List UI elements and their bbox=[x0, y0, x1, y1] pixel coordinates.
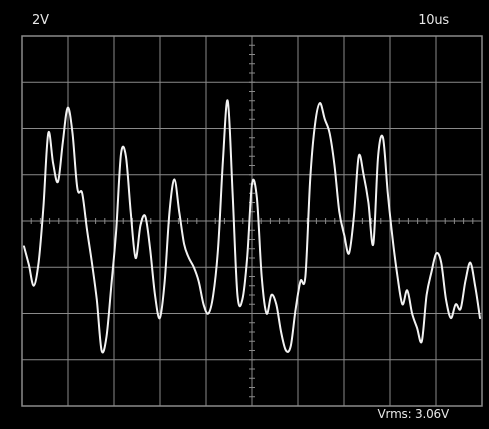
signal-trace bbox=[23, 99, 481, 354]
volts-per-division-readout: 2V bbox=[32, 13, 49, 28]
time-per-division-readout: 10us bbox=[418, 13, 449, 28]
vrms-measurement-readout: Vrms: 3.06V bbox=[377, 407, 450, 421]
